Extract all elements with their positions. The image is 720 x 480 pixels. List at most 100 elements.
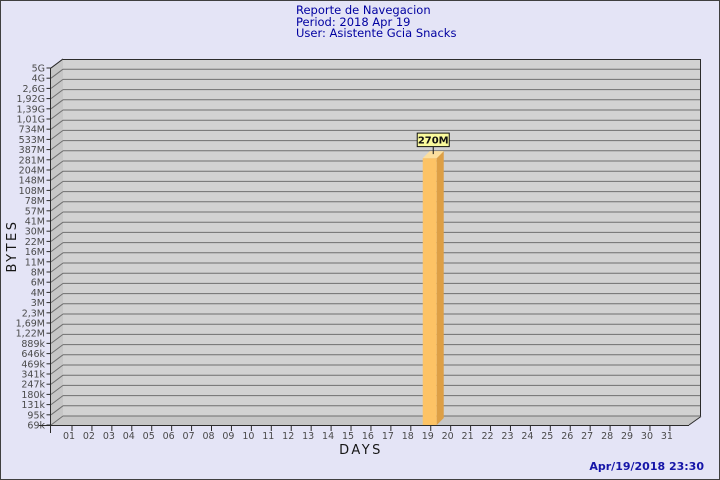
report-title: Reporte de Navegacion	[296, 3, 431, 17]
y-tick-label: 1,39G	[16, 104, 45, 115]
wall-diagonal	[50, 191, 64, 202]
wall-diagonal	[50, 79, 64, 89]
wall-diagonal	[50, 272, 64, 283]
x-tick-label: 22	[481, 431, 493, 442]
x-tick-label: 20	[442, 431, 454, 442]
y-tick-label: 16M	[25, 247, 45, 258]
y-tick-label: 4M	[31, 288, 45, 299]
x-tick-label: 28	[601, 431, 613, 442]
y-tick-label: 78M	[25, 196, 45, 207]
wall-diagonal	[50, 201, 64, 212]
chart-left-wall	[51, 59, 63, 425]
y-tick-label: 1,69M	[16, 319, 45, 330]
wall-diagonal	[50, 344, 64, 355]
x-tick-label: 30	[641, 431, 653, 442]
x-tick-label: 09	[222, 431, 234, 442]
bar-side	[436, 151, 444, 425]
y-tick-label: 69k	[27, 421, 45, 432]
chart-plot-face	[63, 59, 701, 416]
y-tick-label: 131k	[21, 400, 45, 411]
y-tick-label: 281M	[19, 155, 45, 166]
wall-diagonal	[50, 160, 64, 171]
wall-diagonal	[50, 89, 64, 99]
x-tick-label: 17	[382, 431, 394, 442]
y-tick-label: 148M	[19, 176, 45, 187]
wall-diagonal	[50, 282, 64, 293]
y-tick-label: 95k	[27, 410, 45, 421]
y-tick-label: 247k	[21, 380, 45, 391]
wall-diagonal	[50, 68, 64, 79]
y-tick-label: 889k	[21, 339, 45, 350]
value-label-text: 270M	[418, 136, 449, 147]
x-tick-label: 02	[83, 431, 95, 442]
wall-diagonal	[50, 252, 64, 263]
y-tick-label: 533M	[19, 135, 45, 146]
report-period: Period: 2018 Apr 19	[296, 14, 411, 29]
x-tick-label: 12	[282, 431, 294, 442]
y-tick-label: 5G	[32, 64, 45, 75]
x-tick-label: 26	[561, 431, 573, 442]
y-tick-label: 4G	[32, 74, 45, 85]
y-axis-title: BYTES	[5, 219, 20, 272]
y-tick-label: 2,3M	[22, 308, 45, 319]
y-tick-label: 22M	[25, 237, 45, 248]
y-tick-label: 387M	[19, 145, 45, 156]
wall-diagonal	[50, 242, 64, 253]
x-tick-label: 07	[183, 431, 195, 442]
wall-diagonal	[50, 109, 64, 120]
wall-diagonal	[50, 323, 64, 334]
gridlines-group	[63, 68, 701, 417]
x-axis-ticks-group: 01 02 03 04 05 06 07 08 09 10 11 12 13 14 15 16 17 18 19 20…	[63, 425, 673, 442]
y-tick-label: 180k	[21, 390, 45, 401]
wall-diagonal	[50, 354, 64, 365]
wall-diagonal	[50, 231, 64, 242]
y-tick-label: 1,22M	[16, 329, 45, 340]
x-tick-label: 08	[202, 431, 214, 442]
wall-diagonal	[50, 150, 64, 161]
bar-top	[422, 151, 444, 159]
y-tick-label: 734M	[19, 125, 45, 136]
wall-diagonal	[50, 395, 64, 406]
y-tick-label: 8M	[31, 268, 45, 279]
x-tick-label: 10	[242, 431, 254, 442]
wall-diagonal	[50, 333, 64, 344]
y-tick-label: 57M	[25, 206, 45, 217]
x-tick-label: 19	[422, 431, 434, 442]
chart-floor	[51, 416, 701, 425]
x-tick-label: 11	[262, 431, 274, 442]
x-tick-label: 23	[501, 431, 513, 442]
wall-diagonal	[50, 384, 64, 395]
x-tick-label: 21	[462, 431, 474, 442]
y-tick-label: 41M	[25, 217, 45, 228]
wall-top-diagonal	[50, 58, 64, 69]
wall-diagonal	[50, 303, 64, 314]
x-tick-label: 27	[581, 431, 593, 442]
y-tick-label: 204M	[19, 166, 45, 177]
x-axis-title: DAYS	[339, 443, 383, 458]
y-axis-ticks-group: 5G4G2,6G1,92G1,39G1,01G734M533M387M281M2…	[16, 64, 51, 432]
y-tick-label: 469k	[21, 359, 45, 370]
x-tick-label: 15	[342, 431, 354, 442]
x-tick-label: 31	[661, 431, 673, 442]
x-tick-label: 14	[322, 431, 334, 442]
report-header: Reporte de Navegacion Period: 2018 Apr 1…	[296, 3, 456, 40]
y-tick-label: 341k	[21, 370, 45, 381]
y-tick-label: 11M	[25, 257, 45, 268]
wall-diagonal	[50, 313, 64, 324]
annotations-group: 270M	[416, 132, 450, 155]
wall-diagonal	[50, 293, 64, 304]
wall-diagonal	[50, 140, 64, 151]
x-tick-label: 05	[143, 431, 155, 442]
value-label-box	[416, 132, 450, 148]
wall-diagonal	[50, 180, 64, 191]
x-tick-label: 04	[123, 431, 135, 442]
wall-diagonal	[50, 364, 64, 375]
wall-diagonal	[50, 415, 64, 426]
wall-diagonal	[50, 99, 64, 110]
generation-timestamp: Apr/19/2018 23:30	[589, 460, 704, 473]
x-tick-label: 16	[362, 431, 374, 442]
wall-diagonal	[50, 374, 64, 385]
y-tick-label: 1,01G	[16, 115, 45, 126]
